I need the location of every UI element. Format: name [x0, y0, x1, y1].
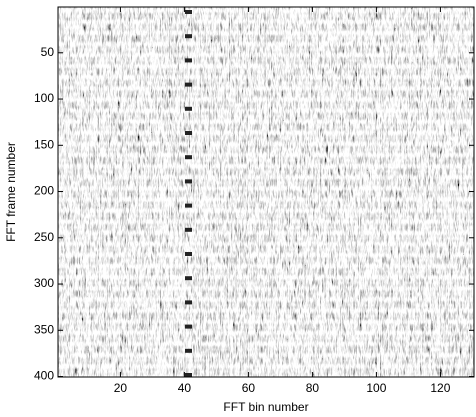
dark-segment — [185, 373, 192, 377]
dark-segment — [185, 10, 192, 14]
y-tick-label: 350 — [34, 322, 54, 336]
dark-segment — [185, 203, 192, 208]
x-tick-label: 100 — [366, 381, 386, 395]
dark-segment — [185, 34, 192, 39]
y-tick-label: 400 — [34, 369, 54, 383]
y-tick-label: 300 — [34, 276, 54, 290]
plot-area — [58, 7, 474, 377]
dark-segment — [185, 82, 192, 87]
x-tick-label: 20 — [114, 381, 128, 395]
dark-segment — [185, 300, 192, 305]
y-tick-label: 50 — [41, 45, 55, 59]
x-tick-label: 40 — [178, 381, 192, 395]
dark-segment — [185, 58, 192, 63]
dark-segment — [185, 324, 192, 329]
x-tick-label: 120 — [430, 381, 450, 395]
dark-segment — [185, 155, 192, 160]
dark-segment — [185, 276, 192, 281]
dark-segment — [185, 131, 192, 135]
x-tick-label: 60 — [242, 381, 256, 395]
dark-segment — [185, 348, 192, 353]
x-tick-label: 80 — [306, 381, 320, 395]
y-axis-label: FFT frame number — [4, 142, 18, 242]
y-tick-label: 150 — [34, 137, 54, 151]
dark-segment — [185, 106, 192, 111]
y-tick-label: 200 — [34, 184, 54, 198]
dark-segment — [185, 252, 192, 256]
dark-segment — [185, 179, 192, 184]
y-tick-label: 100 — [34, 91, 54, 105]
y-tick-label: 250 — [34, 230, 54, 244]
dark-segment — [185, 227, 192, 232]
x-axis-label: FFT bin number — [223, 400, 308, 414]
heatmap-texture — [58, 7, 474, 377]
